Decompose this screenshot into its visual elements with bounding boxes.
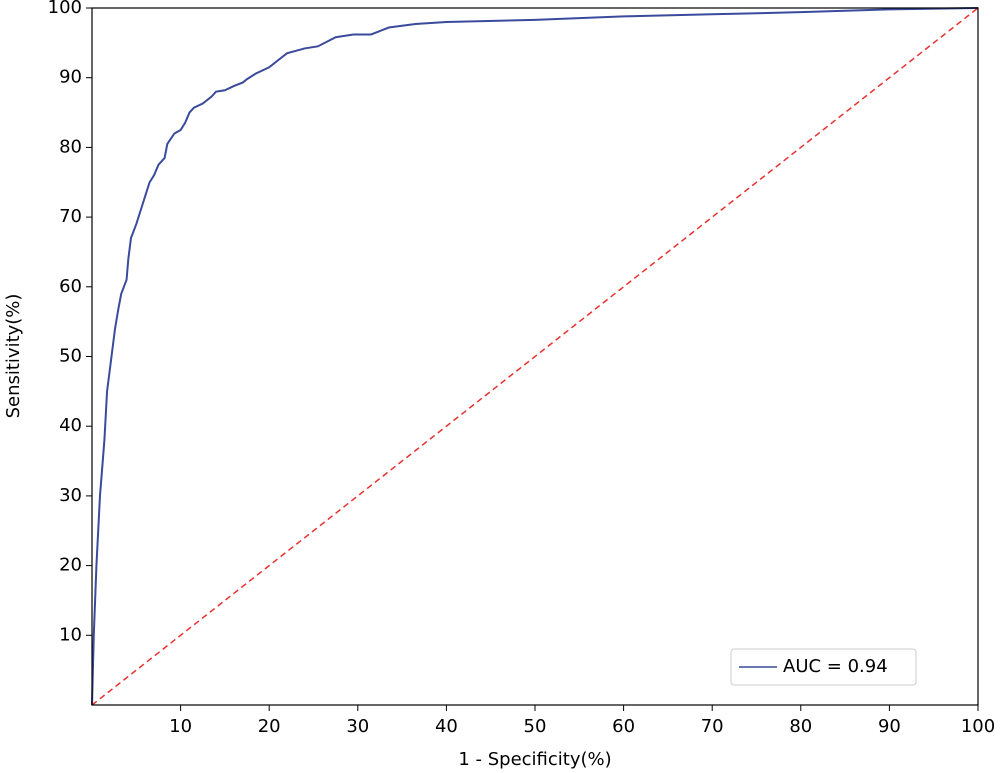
plot-frame: [91, 7, 979, 706]
x-tick-label: 30: [346, 716, 369, 737]
y-tick-label: 80: [59, 136, 82, 157]
legend-label: AUC = 0.94: [783, 656, 888, 677]
y-tick-label: 10: [59, 624, 82, 645]
x-tick-label: 50: [524, 716, 547, 737]
x-tick-label: 20: [258, 716, 281, 737]
legend-box: [730, 648, 917, 686]
y-tick-label: 100: [48, 0, 82, 18]
x-tick-label: 40: [435, 716, 458, 737]
x-tick-label: 90: [878, 716, 901, 737]
x-tick-label: 60: [612, 716, 635, 737]
y-tick-label: 20: [59, 555, 82, 576]
roc-line: [91, 7, 979, 706]
x-tick-label: 100: [961, 716, 995, 737]
x-tick-label: 70: [701, 716, 724, 737]
x-tick-label: 10: [169, 716, 192, 737]
x-axis-label: 1 - Specificity(%): [458, 749, 611, 770]
y-tick-label: 30: [59, 485, 82, 506]
y-tick-label: 40: [59, 415, 82, 436]
roc-line: [91, 7, 979, 706]
y-tick-label: 70: [59, 206, 82, 227]
y-axis-label: Sensitivity(%): [3, 294, 24, 419]
y-tick-label: 50: [59, 346, 82, 367]
x-tick-label: 80: [789, 716, 812, 737]
y-tick-label: 90: [59, 67, 82, 88]
y-tick-label: 60: [59, 276, 82, 297]
